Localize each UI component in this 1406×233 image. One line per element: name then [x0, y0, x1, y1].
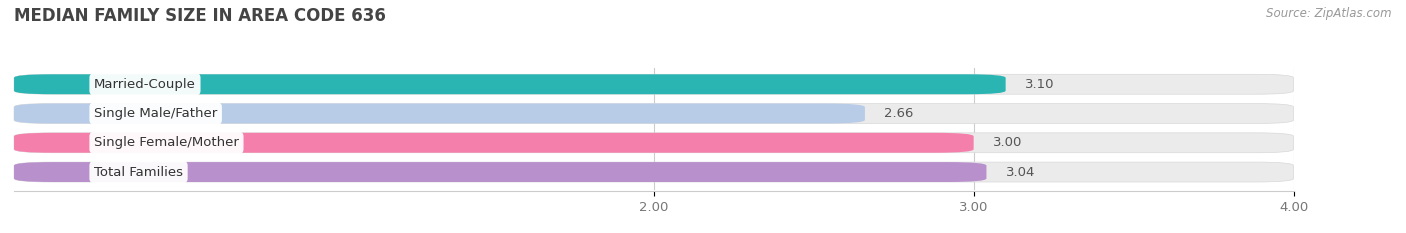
FancyBboxPatch shape: [14, 162, 987, 182]
FancyBboxPatch shape: [14, 104, 865, 123]
FancyBboxPatch shape: [14, 133, 973, 153]
Text: 3.10: 3.10: [1025, 78, 1054, 91]
FancyBboxPatch shape: [14, 162, 1294, 182]
FancyBboxPatch shape: [14, 74, 1005, 94]
Text: Married-Couple: Married-Couple: [94, 78, 195, 91]
Text: 3.04: 3.04: [1005, 165, 1035, 178]
Text: Total Families: Total Families: [94, 165, 183, 178]
Text: 3.00: 3.00: [993, 136, 1022, 149]
FancyBboxPatch shape: [14, 74, 1294, 94]
Text: Source: ZipAtlas.com: Source: ZipAtlas.com: [1267, 7, 1392, 20]
Text: Single Female/Mother: Single Female/Mother: [94, 136, 239, 149]
Text: 2.66: 2.66: [884, 107, 914, 120]
FancyBboxPatch shape: [14, 104, 1294, 123]
FancyBboxPatch shape: [14, 133, 1294, 153]
Text: Single Male/Father: Single Male/Father: [94, 107, 218, 120]
Text: MEDIAN FAMILY SIZE IN AREA CODE 636: MEDIAN FAMILY SIZE IN AREA CODE 636: [14, 7, 385, 25]
